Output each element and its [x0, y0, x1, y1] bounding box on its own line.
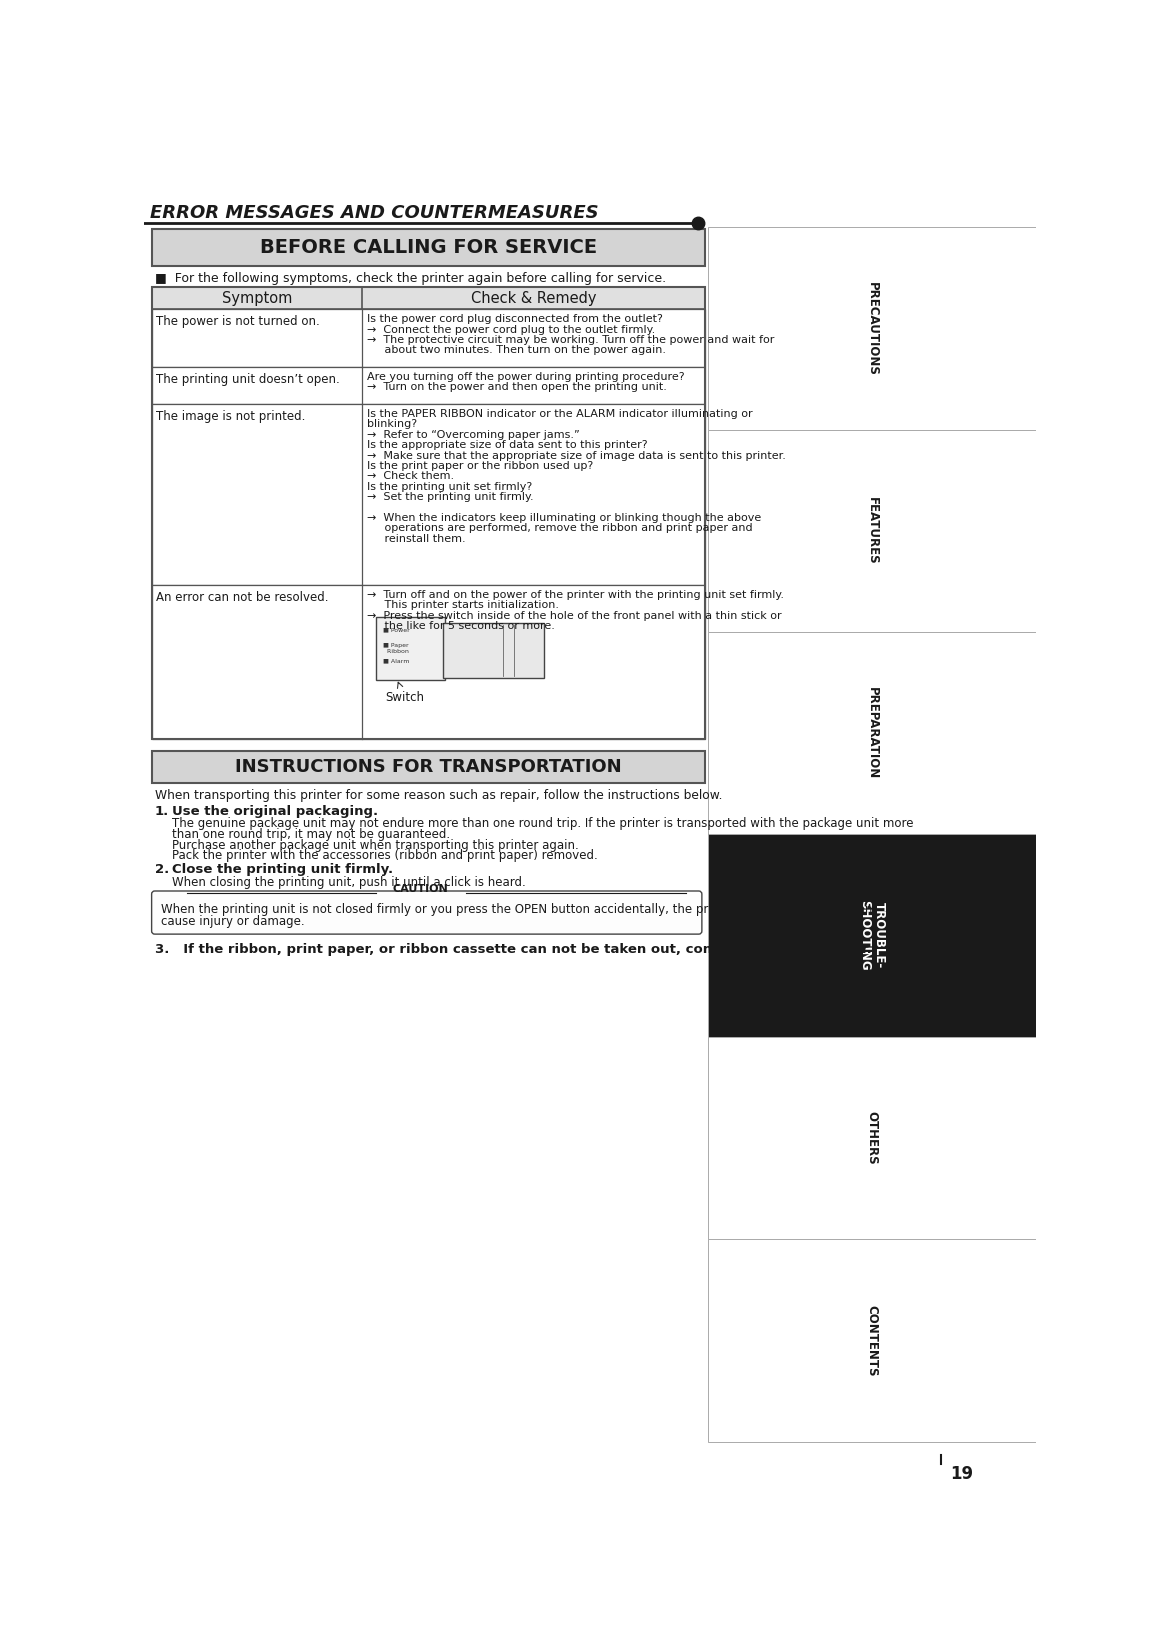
Bar: [152, 366, 704, 404]
Text: 2.: 2.: [154, 863, 169, 876]
Text: →  Refer to “Overcoming paper jams.”: → Refer to “Overcoming paper jams.”: [367, 429, 580, 441]
Bar: [152, 404, 704, 584]
Text: ■ Power: ■ Power: [382, 627, 410, 632]
Text: The power is not turned on.: The power is not turned on.: [157, 315, 320, 328]
Text: ERROR MESSAGES AND COUNTERMEASURES: ERROR MESSAGES AND COUNTERMEASURES: [150, 205, 599, 223]
Text: →  The protective circuit may be working. Turn off the power and wait for: → The protective circuit may be working.…: [367, 335, 775, 345]
Text: Symptom: Symptom: [222, 290, 292, 305]
Bar: [708, 835, 1036, 1036]
Bar: [152, 287, 704, 309]
Text: Is the PAPER RIBBON indicator or the ALARM indicator illuminating or: Is the PAPER RIBBON indicator or the ALA…: [367, 409, 753, 419]
Text: When the printing unit is not closed firmly or you press the OPEN button acciden: When the printing unit is not closed fir…: [161, 903, 872, 916]
Text: Are you turning off the power during printing procedure?: Are you turning off the power during pri…: [367, 371, 685, 383]
Bar: [708, 1239, 1036, 1442]
Text: than one round trip, it may not be guaranteed.: than one round trip, it may not be guara…: [171, 828, 450, 842]
Text: The image is not printed.: The image is not printed.: [157, 409, 306, 422]
Text: OTHERS: OTHERS: [866, 1110, 878, 1165]
Text: Is the appropriate size of data sent to this printer?: Is the appropriate size of data sent to …: [367, 441, 648, 450]
Bar: [152, 309, 704, 366]
Text: ■ Paper
  Ribbon: ■ Paper Ribbon: [382, 644, 409, 653]
Text: Is the power cord plug disconnected from the outlet?: Is the power cord plug disconnected from…: [367, 314, 663, 325]
Bar: [152, 287, 704, 739]
Bar: [708, 228, 1036, 429]
Text: This printer starts initialization.: This printer starts initialization.: [367, 601, 559, 610]
Text: operations are performed, remove the ribbon and print paper and: operations are performed, remove the rib…: [367, 523, 753, 533]
Bar: [152, 751, 704, 784]
Bar: [376, 617, 444, 680]
Text: PRECAUTIONS: PRECAUTIONS: [866, 282, 878, 376]
Text: The genuine package unit may not endure more than one round trip. If the printer: The genuine package unit may not endure …: [171, 817, 913, 830]
Text: about two minutes. Then turn on the power again.: about two minutes. Then turn on the powe…: [367, 345, 666, 355]
Text: The printing unit doesn’t open.: The printing unit doesn’t open.: [157, 373, 340, 386]
Text: CONTENTS: CONTENTS: [866, 1305, 878, 1376]
Text: Switch: Switch: [386, 691, 425, 705]
Text: Close the printing unit firmly.: Close the printing unit firmly.: [171, 863, 392, 876]
Bar: [708, 1036, 1036, 1239]
Text: Is the printing unit set firmly?: Is the printing unit set firmly?: [367, 482, 532, 492]
Text: INSTRUCTIONS FOR TRANSPORTATION: INSTRUCTIONS FOR TRANSPORTATION: [235, 757, 622, 776]
Text: →  Set the printing unit firmly.: → Set the printing unit firmly.: [367, 492, 534, 502]
Text: Is the print paper or the ribbon used up?: Is the print paper or the ribbon used up…: [367, 460, 593, 470]
Text: →  Turn on the power and then open the printing unit.: → Turn on the power and then open the pr…: [367, 383, 666, 393]
Text: 3.   If the ribbon, print paper, or ribbon cassette can not be taken out, consul: 3. If the ribbon, print paper, or ribbon…: [154, 944, 871, 957]
Text: When transporting this printer for some reason such as repair, follow the instru: When transporting this printer for some …: [154, 789, 722, 802]
Text: ■ Alarm: ■ Alarm: [382, 658, 409, 663]
Text: →  Make sure that the appropriate size of image data is sent to this printer.: → Make sure that the appropriate size of…: [367, 450, 786, 460]
Text: Check & Remedy: Check & Remedy: [471, 290, 596, 305]
Text: →  Connect the power cord plug to the outlet firmly.: → Connect the power cord plug to the out…: [367, 325, 655, 335]
Text: ■  For the following symptoms, check the printer again before calling for servic: ■ For the following symptoms, check the …: [154, 272, 665, 285]
Bar: [708, 429, 1036, 632]
Bar: [708, 632, 1036, 835]
Text: →  Turn off and on the power of the printer with the printing unit set firmly.: → Turn off and on the power of the print…: [367, 591, 784, 601]
Text: FEATURES: FEATURES: [866, 497, 878, 564]
Text: 1.: 1.: [154, 805, 169, 818]
Text: reinstall them.: reinstall them.: [367, 533, 466, 544]
Text: CAUTION: CAUTION: [392, 884, 449, 894]
Bar: [152, 229, 704, 266]
Text: →  Press the switch inside of the hole of the front panel with a thin stick or: → Press the switch inside of the hole of…: [367, 610, 782, 620]
Text: Purchase another package unit when transporting this printer again.: Purchase another package unit when trans…: [171, 838, 579, 851]
Text: BEFORE CALLING FOR SERVICE: BEFORE CALLING FOR SERVICE: [260, 238, 597, 257]
Text: PREPARATION: PREPARATION: [866, 686, 878, 779]
Bar: [152, 584, 704, 739]
Text: An error can not be resolved.: An error can not be resolved.: [157, 591, 329, 604]
Text: TROUBLE-
SHOOTING: TROUBLE- SHOOTING: [857, 901, 886, 970]
Text: →  When the indicators keep illuminating or blinking though the above: → When the indicators keep illuminating …: [367, 513, 761, 523]
Text: →  Check them.: → Check them.: [367, 472, 455, 482]
Text: 19: 19: [950, 1465, 973, 1483]
FancyBboxPatch shape: [152, 891, 702, 934]
Text: cause injury or damage.: cause injury or damage.: [161, 914, 305, 927]
Text: blinking?: blinking?: [367, 419, 417, 429]
Text: Pack the printer with the accessories (ribbon and print paper) removed.: Pack the printer with the accessories (r…: [171, 850, 597, 863]
Text: Use the original packaging.: Use the original packaging.: [171, 805, 378, 818]
Bar: [443, 624, 543, 678]
Text: the like for 5 seconds or more.: the like for 5 seconds or more.: [367, 620, 555, 630]
Text: When closing the printing unit, push it until a click is heard.: When closing the printing unit, push it …: [171, 876, 526, 889]
